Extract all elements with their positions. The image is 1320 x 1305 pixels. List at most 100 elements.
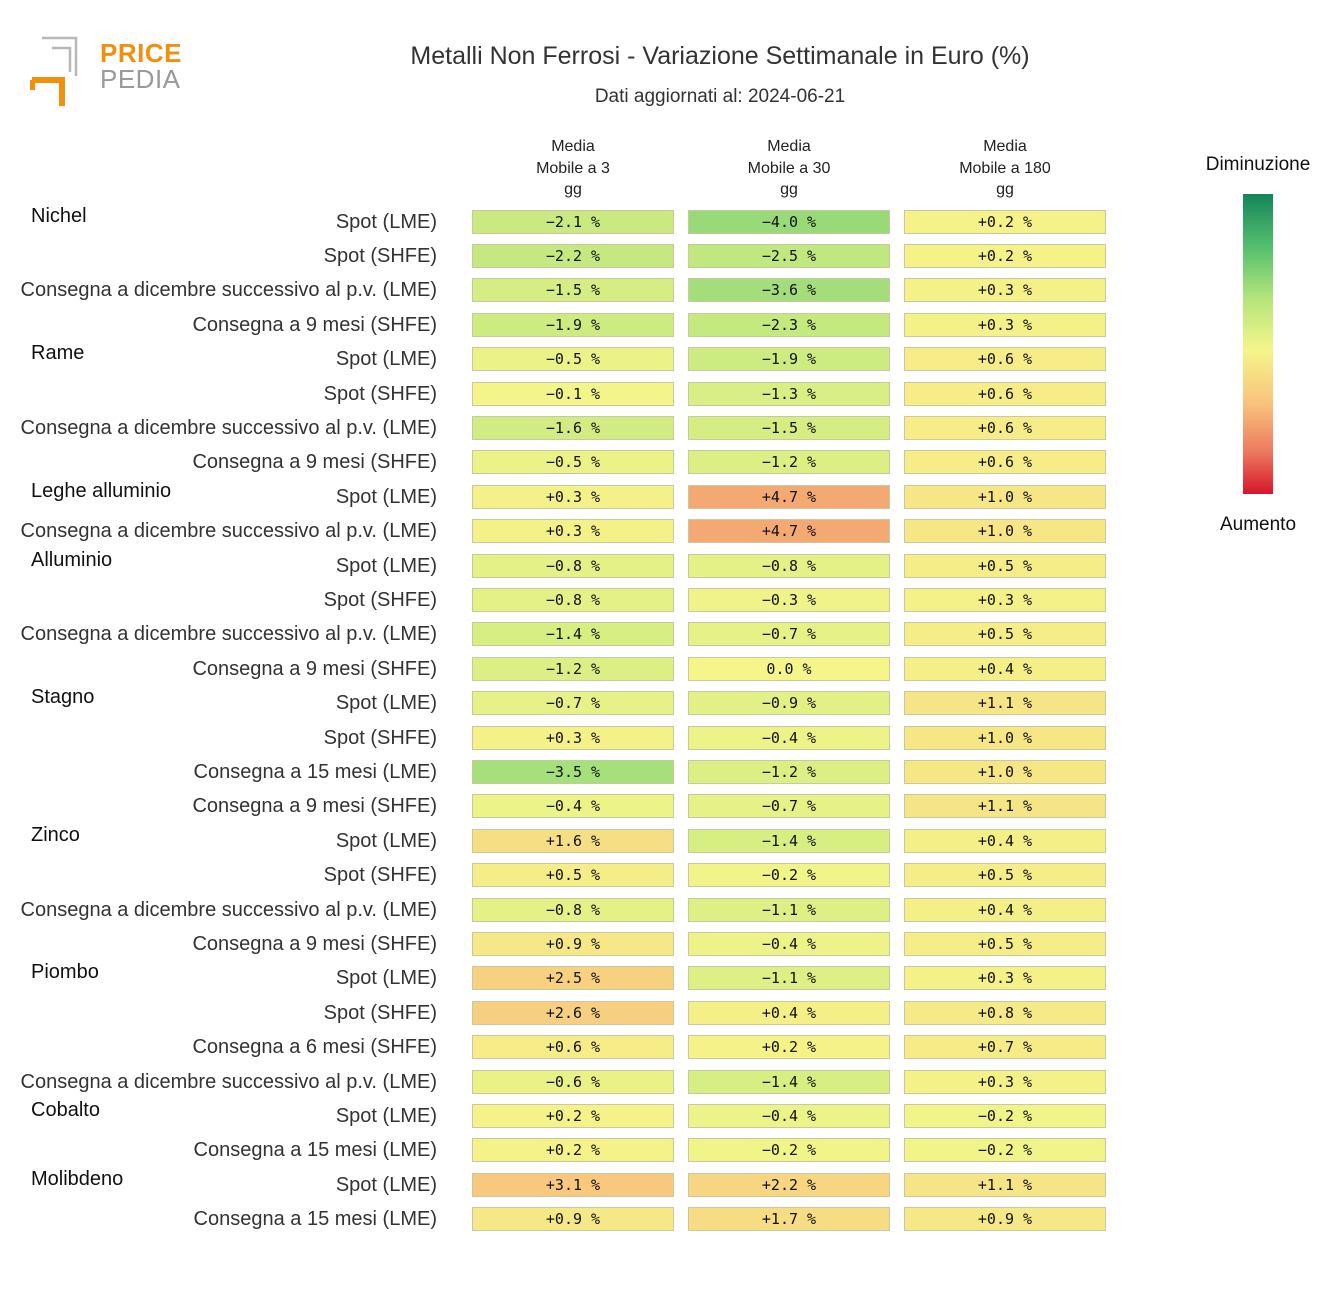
color-scale-bar (1243, 194, 1273, 494)
row-label: Consegna a 9 mesi (SHFE) (192, 795, 437, 818)
heatmap-cell: −1.4 % (688, 828, 890, 853)
heatmap-cell: −0.6 % (472, 1069, 674, 1094)
row-label: Spot (LME) (335, 348, 437, 371)
heatmap-cell: −1.9 % (472, 312, 674, 337)
chart-subtitle: Dati aggiornati al: 2024-06-21 (594, 86, 846, 107)
heatmap-cell: −0.1 % (472, 381, 674, 406)
heatmap-cell: +2.2 % (688, 1172, 890, 1197)
heatmap-cell: −0.2 % (688, 1138, 890, 1163)
heatmap-cell: −3.5 % (472, 759, 674, 784)
heatmap-cell: +0.3 % (472, 519, 674, 544)
group-label: Leghe alluminio (31, 479, 172, 502)
heatmap-cell: −0.4 % (688, 931, 890, 956)
row-label: Consegna a dicembre successivo al p.v. (… (20, 520, 437, 543)
heatmap-cell: +4.7 % (688, 484, 890, 509)
row-label: Consegna a 15 mesi (LME) (193, 1139, 437, 1162)
heatmap-cell: +1.7 % (688, 1207, 890, 1232)
heatmap-cell: +0.5 % (904, 931, 1106, 956)
heatmap-cell: −1.4 % (472, 622, 674, 647)
heatmap-cell: −0.8 % (688, 553, 890, 578)
row-label: Consegna a 9 mesi (SHFE) (192, 451, 437, 474)
heatmap-cell: +1.0 % (904, 759, 1106, 784)
row-label: Spot (LME) (335, 1104, 437, 1127)
group-label: Zinco (31, 823, 80, 846)
heatmap-cell: +0.4 % (904, 897, 1106, 922)
heatmap-cell: −0.2 % (688, 863, 890, 888)
heatmap-cell: −1.1 % (688, 897, 890, 922)
row-label: Consegna a 6 mesi (SHFE) (192, 1036, 437, 1059)
heatmap-cell: +1.1 % (904, 1172, 1106, 1197)
heatmap-cell: −0.8 % (472, 587, 674, 612)
row-label: Consegna a 9 mesi (SHFE) (192, 932, 437, 955)
heatmap-cell: −0.3 % (688, 587, 890, 612)
heatmap-cell: −2.5 % (688, 243, 890, 268)
heatmap-cell: −0.8 % (472, 897, 674, 922)
heatmap-cell: −2.2 % (472, 243, 674, 268)
heatmap-cell: +0.5 % (904, 553, 1106, 578)
heatmap-cell: +0.3 % (904, 1069, 1106, 1094)
row-label: Spot (LME) (335, 829, 437, 852)
row-label: Consegna a dicembre successivo al p.v. (… (20, 416, 437, 439)
heatmap-cell: +4.7 % (688, 519, 890, 544)
legend-top-label: Diminuzione (1205, 154, 1311, 175)
row-label: Spot (SHFE) (323, 244, 437, 267)
heatmap-cell: +0.6 % (472, 1035, 674, 1060)
heatmap-cell: −0.7 % (472, 691, 674, 716)
heatmap-cell: +1.0 % (904, 484, 1106, 509)
heatmap-cell: +0.2 % (904, 243, 1106, 268)
column-header-30: Media Mobile a 30 gg (747, 138, 831, 198)
row-label: Spot (LME) (335, 692, 437, 715)
heatmap-cell: +1.0 % (904, 725, 1106, 750)
heatmap-cell: 0.0 % (688, 656, 890, 681)
heatmap-cell: −1.4 % (688, 1069, 890, 1094)
row-label: Consegna a dicembre successivo al p.v. (… (20, 623, 437, 646)
heatmap-cell: −0.7 % (688, 794, 890, 819)
heatmap-cell: +0.6 % (904, 450, 1106, 475)
heatmap-cell: +0.6 % (904, 415, 1106, 440)
row-label: Spot (LME) (335, 1173, 437, 1196)
heatmap-cell: −0.2 % (904, 1103, 1106, 1128)
heatmap-cell: +1.0 % (904, 519, 1106, 544)
heatmap-cell: +0.6 % (904, 381, 1106, 406)
row-label: Consegna a 15 mesi (LME) (193, 760, 437, 783)
heatmap-cell: +2.6 % (472, 1000, 674, 1025)
row-label: Consegna a dicembre successivo al p.v. (… (20, 279, 437, 302)
heatmap-cell: −1.9 % (688, 347, 890, 372)
heatmap-cell: +0.9 % (472, 931, 674, 956)
heatmap-cell: +0.6 % (904, 347, 1106, 372)
logo-text-price: PRICE (100, 38, 182, 68)
heatmap-cell: −0.9 % (688, 691, 890, 716)
heatmap-cell: −0.4 % (688, 1103, 890, 1128)
group-label: Molibdeno (31, 1167, 124, 1190)
heatmap-cell: +0.2 % (472, 1103, 674, 1128)
heatmap-cell: +0.5 % (472, 863, 674, 888)
column-header-180: Media Mobile a 180 gg (959, 138, 1051, 198)
heatmap-cell: −0.4 % (688, 725, 890, 750)
heatmap-cell: +0.2 % (688, 1035, 890, 1060)
heatmap-cell: −1.3 % (688, 381, 890, 406)
heatmap-cell: −0.5 % (472, 347, 674, 372)
heatmap-cell: +0.3 % (472, 484, 674, 509)
heatmap-cell: −1.2 % (472, 656, 674, 681)
heatmap-cell: +0.4 % (688, 1000, 890, 1025)
heatmap-cell: −0.7 % (688, 622, 890, 647)
chart-title: Metalli Non Ferrosi - Variazione Settima… (410, 42, 1030, 70)
heatmap-cell: −2.3 % (688, 312, 890, 337)
heatmap-cell: +0.5 % (904, 622, 1106, 647)
group-label: Cobalto (31, 1098, 100, 1121)
logo-mark-icon (30, 36, 78, 106)
heatmap-cell: −1.2 % (688, 759, 890, 784)
row-label: Spot (SHFE) (323, 588, 437, 611)
row-label: Consegna a 15 mesi (LME) (193, 1208, 437, 1231)
heatmap-cell: −4.0 % (688, 209, 890, 234)
heatmap-cell: +0.4 % (904, 828, 1106, 853)
row-label: Spot (LME) (335, 210, 437, 233)
logo-text-pedia: PEDIA (100, 64, 181, 94)
heatmap-cell: +0.2 % (904, 209, 1106, 234)
row-label: Spot (LME) (335, 554, 437, 577)
group-label: Piombo (31, 961, 99, 984)
row-label: Spot (SHFE) (323, 726, 437, 749)
heatmap-cell: +2.5 % (472, 966, 674, 991)
heatmap-cell: +0.9 % (904, 1207, 1106, 1232)
